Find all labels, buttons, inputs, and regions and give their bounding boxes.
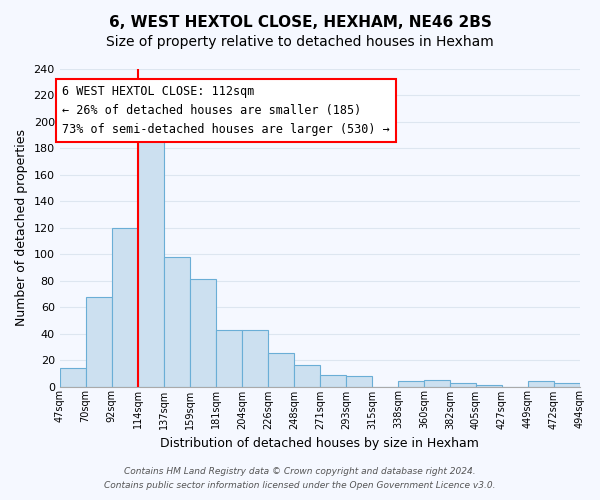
Bar — [112, 228, 138, 386]
Bar — [190, 280, 216, 386]
Bar — [268, 354, 294, 386]
Bar — [164, 257, 190, 386]
Bar — [320, 374, 346, 386]
Bar — [424, 380, 450, 386]
Bar — [476, 385, 502, 386]
X-axis label: Distribution of detached houses by size in Hexham: Distribution of detached houses by size … — [160, 437, 479, 450]
Bar — [86, 296, 112, 386]
Text: 6, WEST HEXTOL CLOSE, HEXHAM, NE46 2BS: 6, WEST HEXTOL CLOSE, HEXHAM, NE46 2BS — [109, 15, 491, 30]
Bar — [294, 366, 320, 386]
Text: Contains HM Land Registry data © Crown copyright and database right 2024.
Contai: Contains HM Land Registry data © Crown c… — [104, 468, 496, 489]
Bar — [216, 330, 242, 386]
Bar — [242, 330, 268, 386]
Bar — [398, 381, 424, 386]
Bar — [346, 376, 372, 386]
Text: 6 WEST HEXTOL CLOSE: 112sqm
← 26% of detached houses are smaller (185)
73% of se: 6 WEST HEXTOL CLOSE: 112sqm ← 26% of det… — [62, 85, 390, 136]
Bar — [138, 131, 164, 386]
Y-axis label: Number of detached properties: Number of detached properties — [15, 130, 28, 326]
Bar — [528, 381, 554, 386]
Bar — [450, 382, 476, 386]
Bar — [59, 368, 86, 386]
Text: Size of property relative to detached houses in Hexham: Size of property relative to detached ho… — [106, 35, 494, 49]
Bar — [554, 382, 580, 386]
